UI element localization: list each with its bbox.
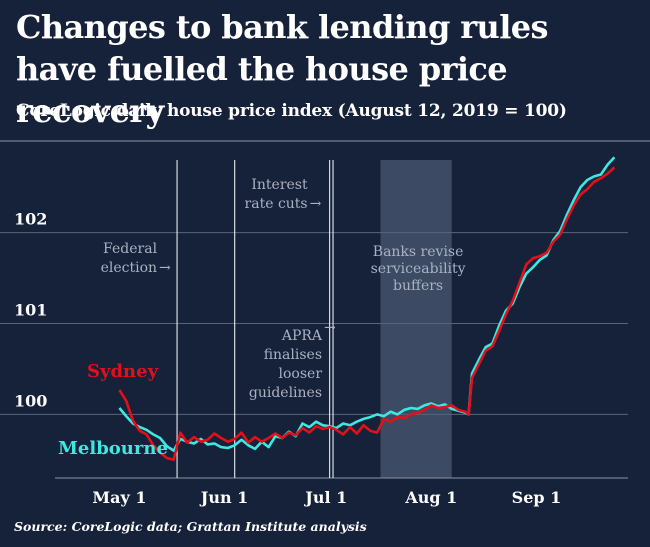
series-label-sydney: Sydney (87, 361, 159, 382)
annotation-federal-election: election (101, 260, 157, 276)
series-layer (118, 156, 616, 462)
annotation-arrow: → (159, 260, 171, 276)
series-line-sydney (118, 166, 616, 462)
annotation-apra-guidelines: looser (279, 366, 323, 382)
annotation-arrow: → (324, 320, 336, 336)
shaded-region-layer (380, 160, 452, 478)
x-tick-label: Jul 1 (303, 488, 347, 507)
series-line-melbourne (118, 156, 616, 452)
annotation-federal-election: Federal (103, 241, 158, 257)
gridline-layer (0, 232, 628, 479)
source-note: Source: CoreLogic data; Grattan Institut… (14, 519, 367, 534)
x-tick-label: Jun 1 (199, 488, 249, 507)
chart-title: Changes to bank lending rules have fuell… (16, 8, 549, 130)
annotation-interest-rate-cuts: Interest (251, 177, 308, 193)
annotation-banks-revise-buffers: serviceability (371, 261, 466, 277)
annotation-apra-guidelines: guidelines (249, 385, 322, 401)
series-label-melbourne: Melbourne (58, 438, 168, 459)
x-tick-label: Aug 1 (404, 488, 457, 507)
axis-label-layer: 100 101 102 May 1 Jun 1 Jul 1 Aug 1 Sep 1 (14, 210, 561, 507)
y-tick-label: 100 (14, 391, 47, 410)
x-tick-label: May 1 (92, 488, 146, 507)
annotation-apra-guidelines: APRA (281, 328, 323, 344)
event-line-layer (176, 160, 334, 478)
annotation-banks-revise-buffers: Banks revise (373, 244, 464, 260)
shaded-region (380, 160, 452, 478)
chart-subtitle: CoreLogic daily house price index (Augus… (16, 101, 567, 121)
annotation-banks-revise-buffers: buffers (393, 278, 443, 294)
annotation-arrow: → (310, 196, 322, 212)
x-tick-label: Sep 1 (512, 488, 562, 507)
annotation-interest-rate-cuts: rate cuts (245, 196, 308, 212)
y-tick-label: 101 (14, 301, 47, 320)
y-tick-label: 102 (14, 210, 47, 229)
annotation-apra-guidelines: finalises (264, 347, 322, 363)
